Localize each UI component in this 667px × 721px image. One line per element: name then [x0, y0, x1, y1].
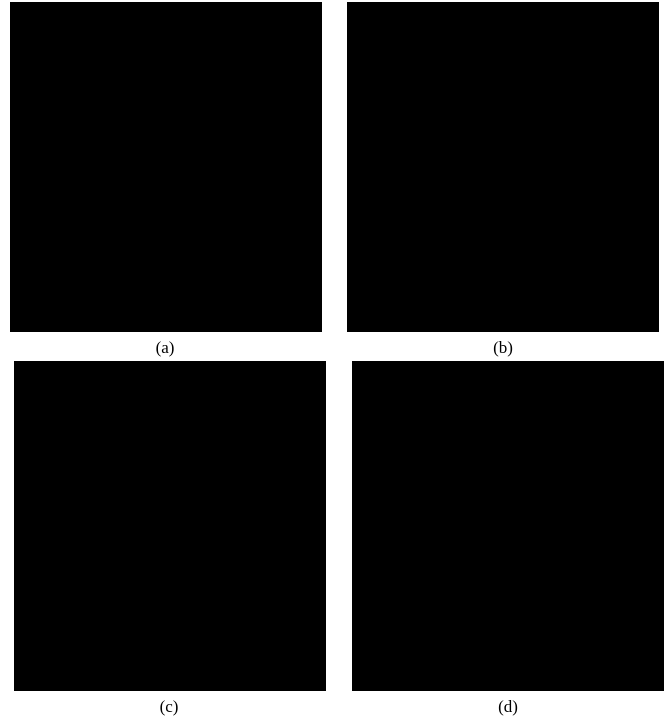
caption-d: (d) — [498, 697, 518, 716]
panel-d-image: #panel-d .sky{fill:#c8c8c8} #panel-d .br… — [352, 361, 664, 691]
caption-a: (a) — [155, 338, 175, 357]
caption-c: (c) — [159, 697, 179, 716]
caption-b: (b) — [493, 338, 513, 357]
panel-c-image: #panel-c .sky{fill:#3a3a3a} #panel-c .br… — [14, 361, 326, 691]
panel-b-image: #panel-b .sky{fill:#9bb1a0} #panel-b .br… — [347, 2, 659, 332]
panel-a-image: #panel-a .sky{fill:#cfd6d0} #panel-a .br… — [10, 2, 322, 332]
